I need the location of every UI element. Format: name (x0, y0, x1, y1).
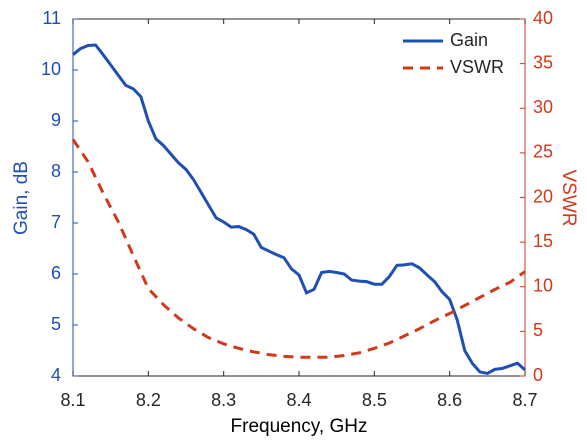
x-tick-label: 8.4 (286, 390, 311, 410)
legend-label: Gain (450, 30, 488, 50)
y-tick-label: 4 (51, 365, 61, 385)
y-tick-label: 10 (41, 59, 61, 79)
x-tick-label: 8.6 (437, 390, 462, 410)
x-tick-label: 8.5 (362, 390, 387, 410)
y2-tick-label: 5 (533, 320, 543, 340)
y-tick-label: 11 (42, 8, 61, 28)
y2-tick-label: 35 (533, 52, 553, 72)
y-axis-label: Gain, dB (11, 161, 32, 235)
y2-tick-label: 10 (533, 276, 553, 296)
x-tick-label: 8.1 (60, 390, 85, 410)
x-tick-label: 8.2 (136, 390, 161, 410)
y2-tick-label: 20 (533, 186, 553, 206)
x-tick-label: 8.3 (211, 390, 236, 410)
x-axis-label: Frequency, GHz (231, 416, 368, 437)
y2-tick-label: 15 (533, 231, 553, 251)
y-tick-label: 9 (51, 110, 61, 130)
y-tick-label: 8 (51, 161, 61, 181)
y2-tick-label: 40 (533, 8, 553, 28)
y-tick-label: 7 (51, 212, 61, 232)
y-tick-label: 5 (51, 314, 61, 334)
series-line (72, 43, 526, 376)
legend-label: VSWR (450, 57, 504, 77)
y2-tick-label: 0 (533, 365, 543, 385)
y2-tick-label: 30 (533, 97, 553, 117)
y2-tick-label: 25 (533, 142, 553, 162)
y-tick-label: 6 (51, 263, 61, 283)
y2-axis-label: VSWR (558, 170, 579, 227)
series-line (71, 138, 526, 359)
x-tick-label: 8.7 (512, 390, 537, 410)
